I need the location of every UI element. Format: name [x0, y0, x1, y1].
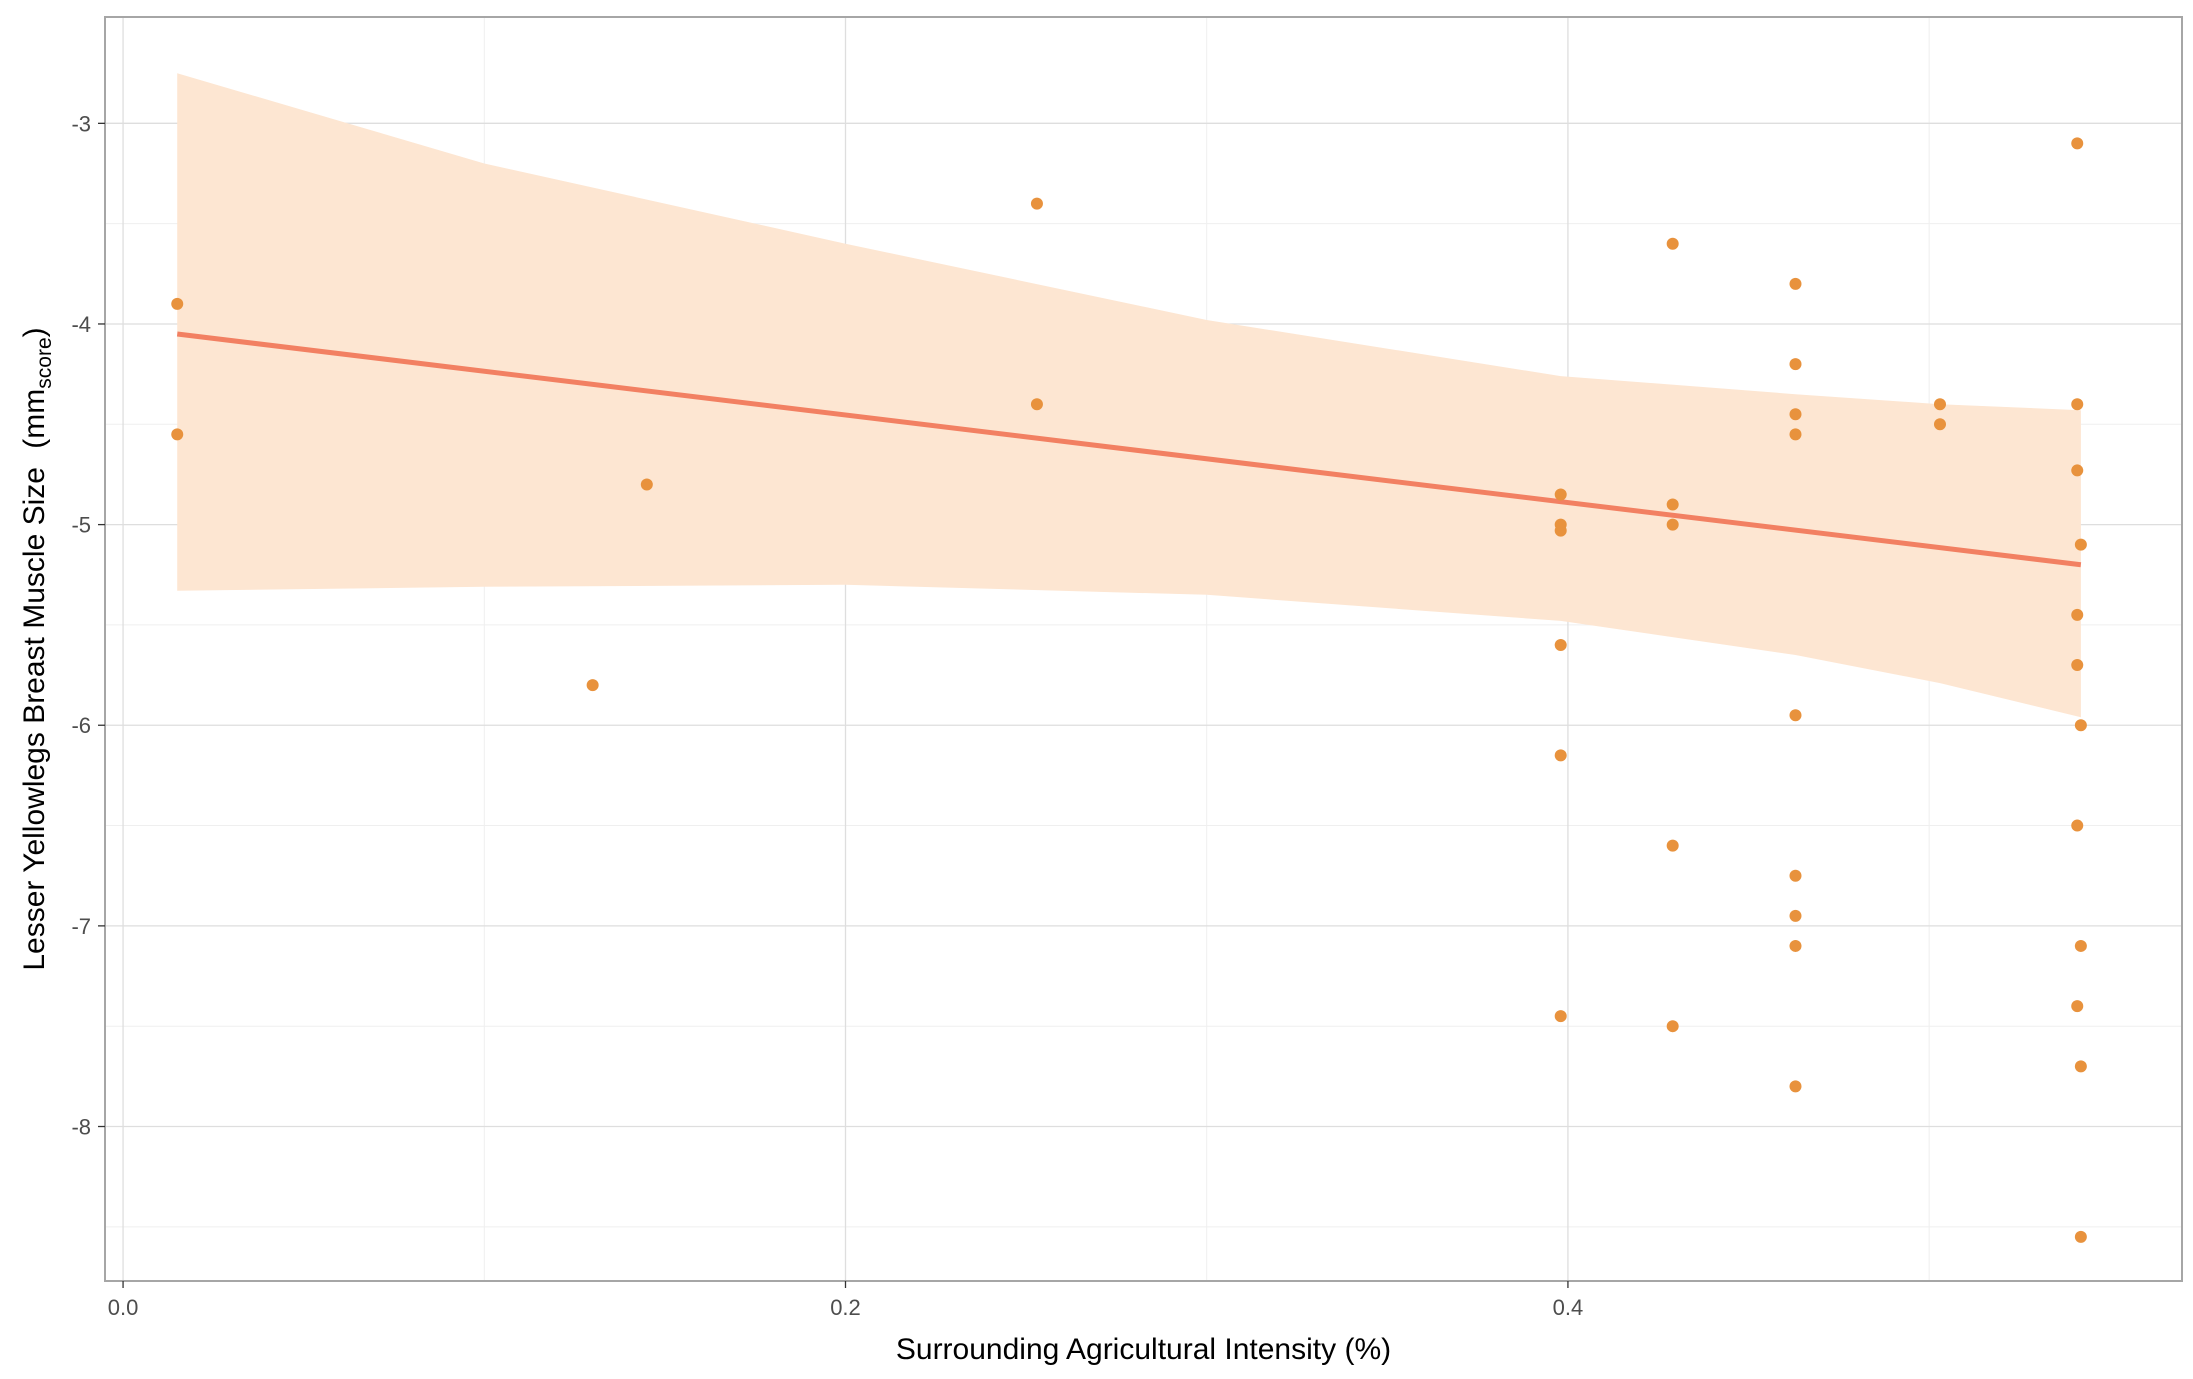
data-point: [1554, 488, 1567, 501]
data-point: [1030, 398, 1043, 411]
data-point: [2074, 538, 2087, 551]
data-point: [2071, 398, 2084, 411]
y-axis-title-unit-subscript: score: [33, 337, 56, 388]
x-axis-title: Surrounding Agricultural Intensity (%): [896, 1333, 1391, 1366]
data-point: [1789, 909, 1802, 922]
data-point: [2074, 1230, 2087, 1243]
y-axis-title-unit: mm: [18, 389, 51, 439]
data-point: [2074, 719, 2087, 732]
y-tick-label: -8: [71, 1115, 91, 1140]
data-point: [1789, 939, 1802, 952]
y-tick-label: -5: [71, 513, 91, 538]
data-point: [2071, 1000, 2084, 1013]
data-point: [2071, 137, 2084, 150]
data-point: [171, 428, 184, 441]
panel-border: [104, 16, 2183, 1282]
y-tick-label: -3: [71, 111, 91, 136]
data-point: [1789, 1080, 1802, 1093]
x-tick-label: 0.0: [108, 1295, 139, 1320]
trend-line: [176, 331, 2082, 568]
data-point: [2071, 659, 2084, 672]
data-point: [171, 297, 184, 310]
data-point: [1789, 358, 1802, 371]
data-point: [1666, 518, 1679, 531]
data-point: [2074, 939, 2087, 952]
data-point: [1789, 869, 1802, 882]
y-tick-label: -4: [71, 312, 91, 337]
data-point: [1666, 237, 1679, 250]
y-axis-title-open-paren: (: [18, 439, 51, 449]
data-point: [1030, 197, 1043, 210]
y-tick-label: -7: [71, 914, 91, 939]
data-point: [1554, 1010, 1567, 1023]
data-point: [1554, 749, 1567, 762]
data-point: [1933, 398, 1946, 411]
y-axis-ticks: -3 -4 -5 -6 -7 -8: [71, 111, 105, 1140]
confidence-band: [177, 73, 2081, 718]
data-points: [171, 137, 2087, 1243]
data-point: [2071, 819, 2084, 832]
data-point: [1789, 408, 1802, 421]
data-point: [1789, 428, 1802, 441]
data-point: [2071, 464, 2084, 477]
y-axis-title-close-paren: ): [18, 327, 51, 337]
data-point: [1666, 839, 1679, 852]
y-axis-title: Lesser Yellowlegs Breast Muscle Size (mm…: [18, 327, 56, 970]
x-axis-ticks: 0.0 0.2 0.4: [108, 1281, 1583, 1320]
x-tick-label: 0.2: [830, 1295, 861, 1320]
data-point: [1666, 498, 1679, 511]
data-point: [2074, 1060, 2087, 1073]
data-point: [1789, 277, 1802, 290]
data-point: [1789, 709, 1802, 722]
data-point: [1933, 418, 1946, 431]
data-point: [1554, 524, 1567, 537]
y-tick-label: -6: [71, 713, 91, 738]
data-point: [1666, 1020, 1679, 1033]
data-point: [640, 478, 653, 491]
x-tick-label: 0.4: [1553, 1295, 1584, 1320]
y-axis-title-main: Lesser Yellowlegs Breast Muscle Size: [18, 467, 51, 971]
data-point: [586, 679, 599, 692]
data-point: [1554, 638, 1567, 651]
data-point: [2071, 608, 2084, 621]
